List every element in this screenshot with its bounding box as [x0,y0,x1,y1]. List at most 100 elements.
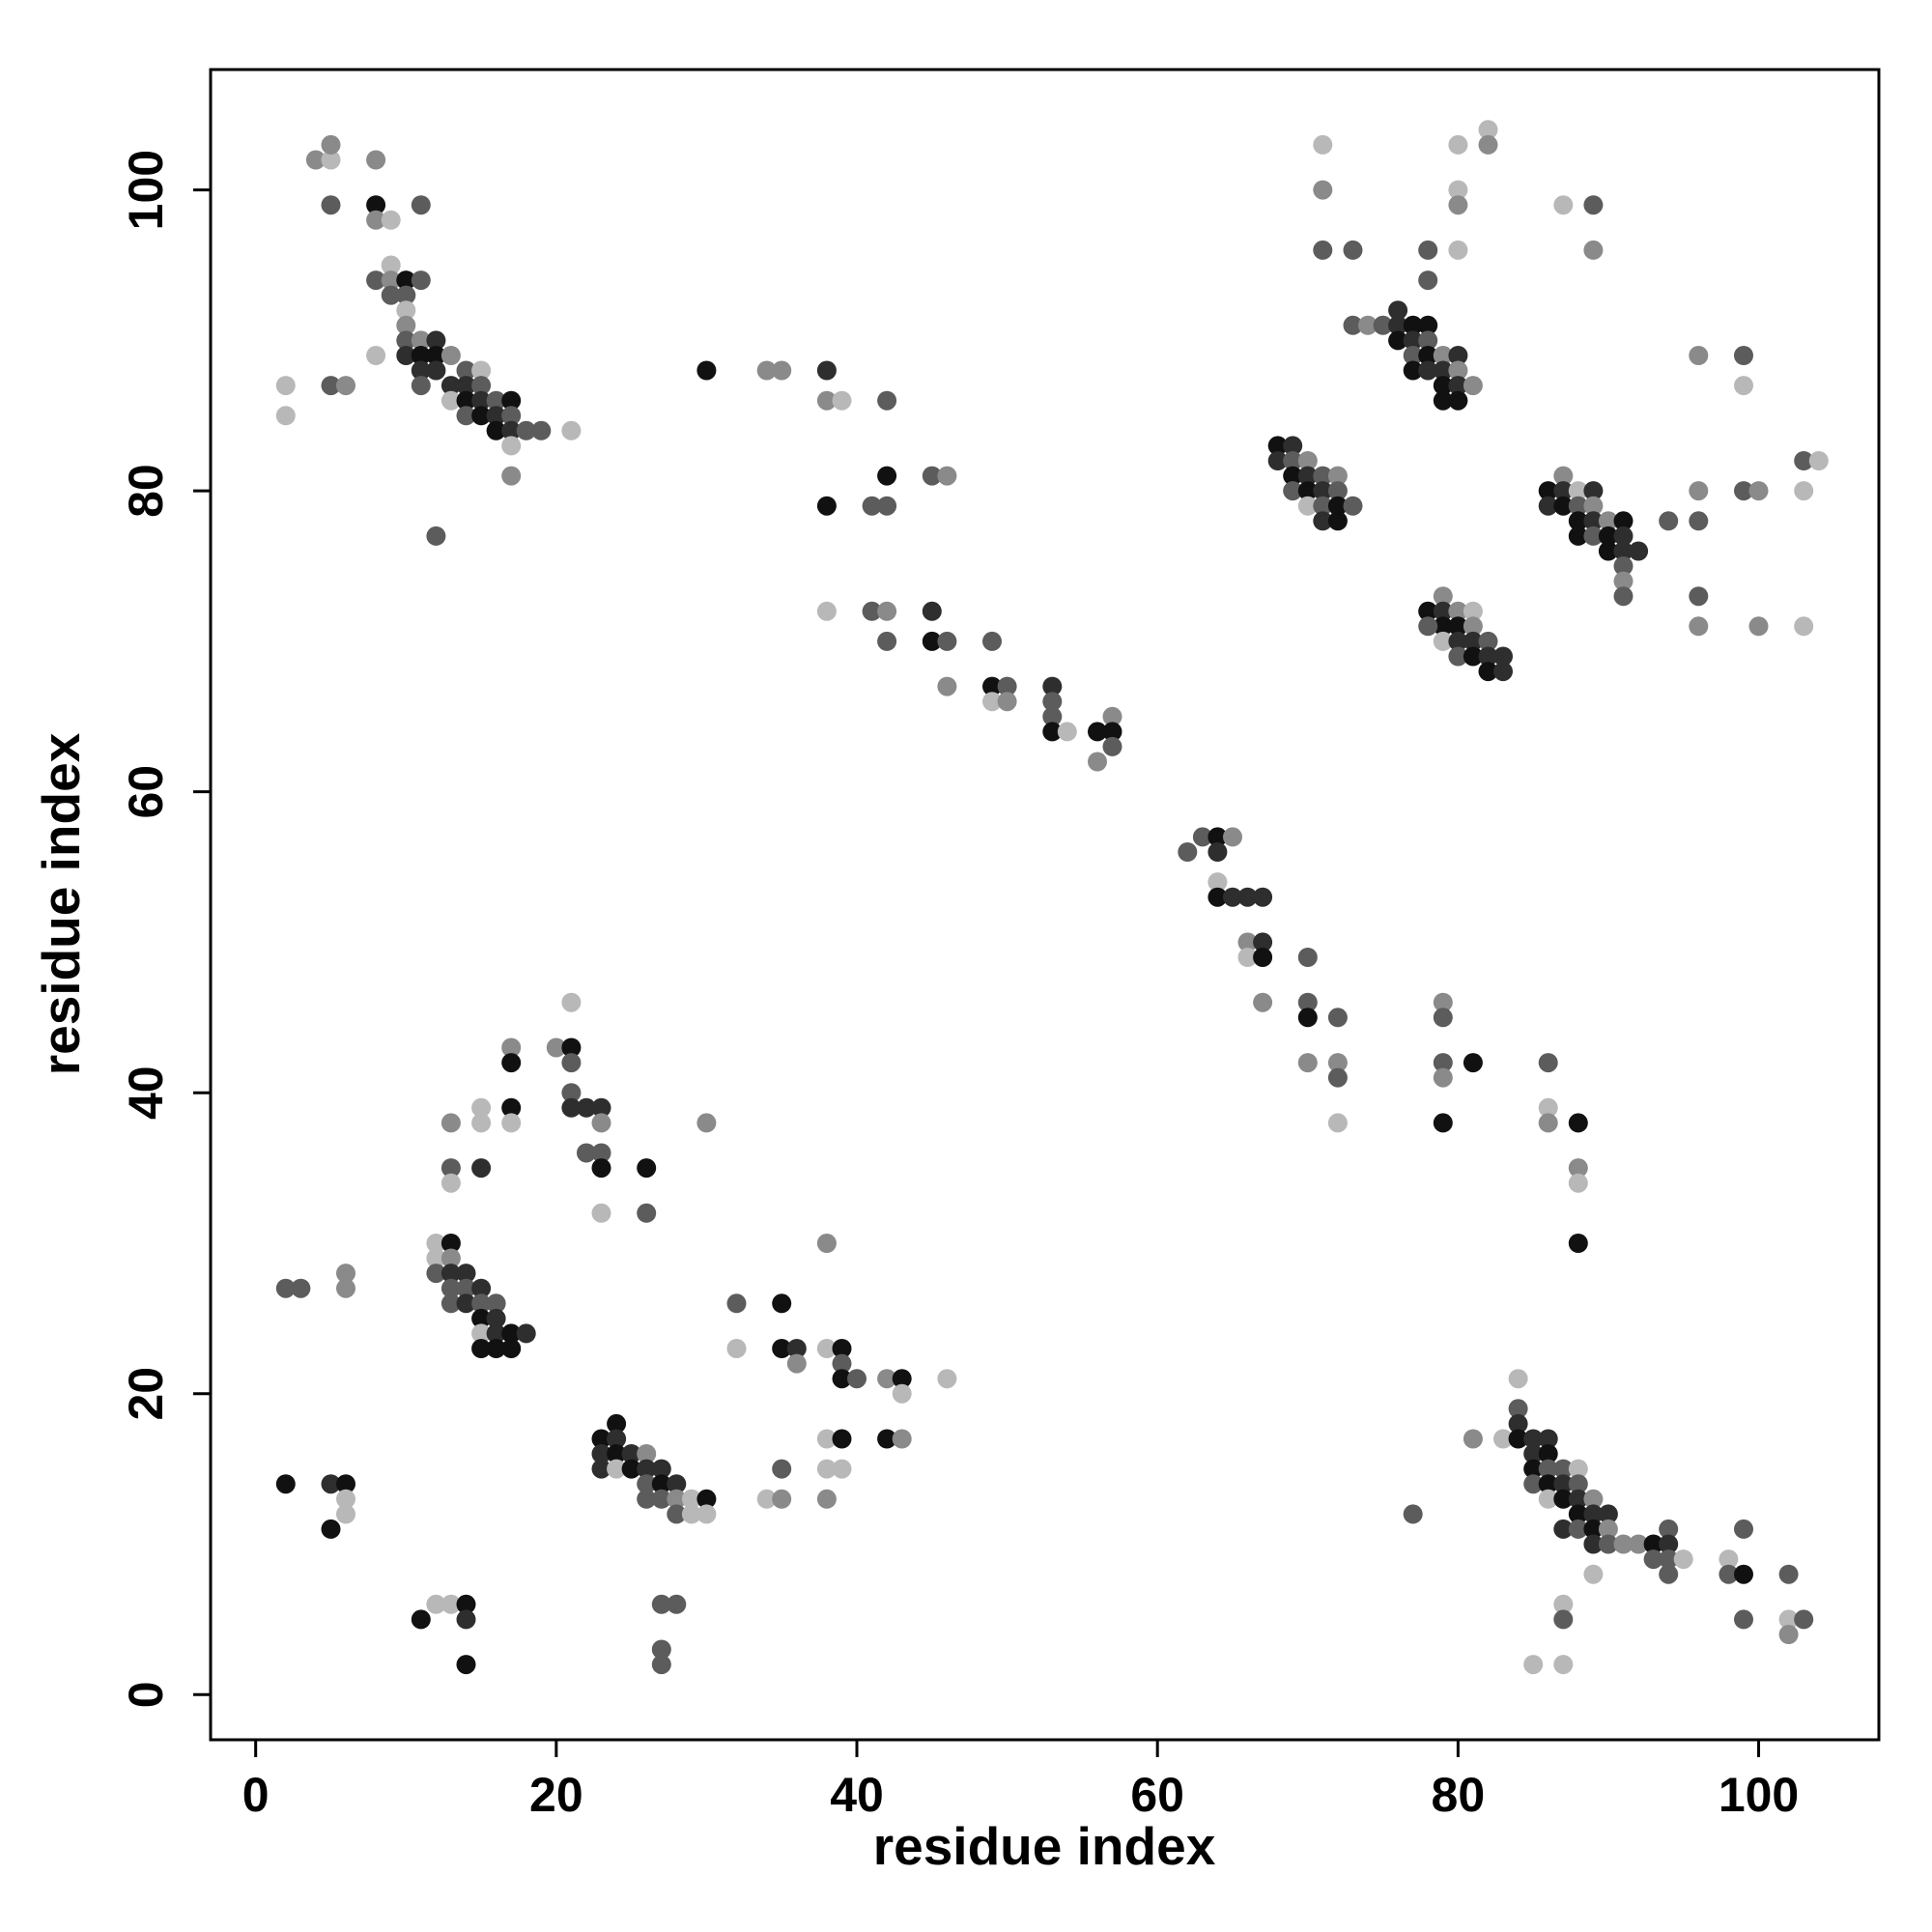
data-point [1493,646,1513,667]
data-point [1538,1097,1558,1118]
x-axis-title: residue index [873,1816,1216,1876]
data-point [1042,706,1063,726]
data-point [1689,346,1709,365]
data-point [471,1278,492,1298]
y-tick-label: 20 [119,1367,173,1421]
data-point [1403,1504,1423,1524]
data-point [336,376,355,396]
data-point [456,376,476,396]
data-point [772,1489,792,1509]
data-point [1088,752,1107,772]
data-point [1659,1519,1679,1539]
data-point [396,285,416,305]
data-point [1088,722,1107,742]
data-point [1403,330,1423,351]
data-point [501,390,522,411]
data-point [1583,511,1604,531]
data-point [1598,526,1618,546]
data-point [561,1037,582,1058]
data-point [1327,511,1348,531]
data-point [471,406,492,426]
data-point [1748,616,1769,637]
data-point [1373,315,1393,335]
data-point [1042,722,1063,742]
data-point [1297,948,1318,967]
data-point [1327,1067,1348,1088]
data-point [1659,1564,1679,1584]
data-point [1403,360,1423,381]
data-point [1463,1429,1483,1449]
data-point [832,1429,852,1449]
data-point [1297,1008,1318,1028]
data-point [1433,1113,1453,1133]
data-point [411,330,431,351]
data-point [1598,1519,1618,1539]
data-point [1253,887,1273,907]
data-point [877,390,897,411]
data-point [440,390,461,411]
data-point [1583,526,1604,546]
data-point [1237,887,1258,907]
data-point [1313,180,1333,200]
data-point [1568,511,1588,531]
data-point [696,360,717,381]
data-point [501,466,522,486]
data-point [832,1459,852,1479]
data-point [1794,481,1814,501]
data-point [1433,376,1453,396]
data-point [1478,662,1498,682]
data-point [816,1459,837,1479]
data-point [516,1323,536,1344]
data-point [396,300,416,321]
data-point [862,496,882,516]
data-point [1313,496,1333,516]
data-point [1538,1429,1558,1449]
data-point [1568,1519,1588,1539]
data-point [1553,481,1574,501]
data-point [1433,1008,1453,1028]
data-point [366,210,386,230]
data-point [877,601,897,621]
data-point [1223,827,1242,847]
data-point [1327,481,1348,501]
data-point [1583,1564,1604,1584]
data-point [1297,496,1318,516]
data-point [1403,346,1423,365]
data-point [1208,827,1228,847]
x-tick-label: 60 [1130,1768,1184,1822]
data-point [321,150,341,170]
data-point [1538,1113,1558,1133]
data-point [1418,315,1438,335]
data-point [1388,300,1408,321]
data-point [1418,360,1438,381]
data-point [696,1489,717,1509]
data-point [1448,616,1468,637]
points-layer [275,120,1829,1675]
data-point [621,1444,641,1463]
data-point [1493,1429,1513,1449]
data-point [426,1594,446,1614]
data-point [561,1053,582,1073]
data-point [1313,466,1333,486]
data-point [1493,662,1513,682]
data-point [501,420,522,440]
data-point [456,1278,476,1298]
data-point [1689,586,1709,607]
data-point [1433,1067,1453,1088]
data-point [275,1278,296,1298]
data-point [1463,631,1483,651]
data-point [1659,1549,1679,1570]
data-point [1223,887,1242,907]
data-point [291,1278,311,1298]
data-point [1403,315,1423,335]
data-point [997,676,1017,696]
data-point [667,1489,687,1509]
data-point [486,1308,506,1328]
data-point [321,1519,341,1539]
data-point [1734,376,1753,396]
data-point [1734,1564,1753,1584]
data-point [726,1339,747,1358]
x-tick-label: 0 [242,1768,270,1822]
data-point [637,1158,657,1179]
data-point [1267,451,1288,470]
